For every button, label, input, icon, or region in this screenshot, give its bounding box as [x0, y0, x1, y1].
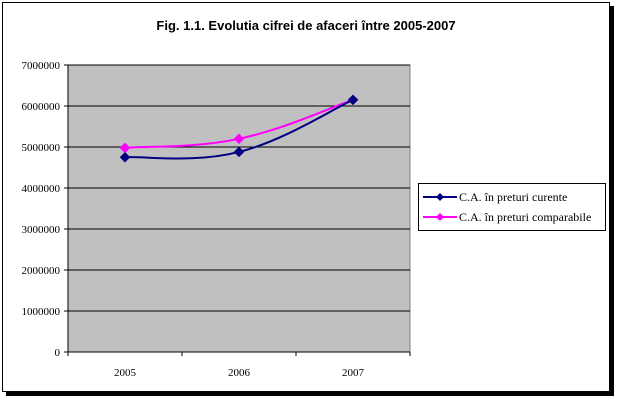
x-tick-label: 2007	[342, 367, 365, 379]
y-tick-label: 0	[55, 347, 61, 359]
series-1-point	[119, 151, 131, 163]
chart-legend: C.A. în preturi curente C.A. în preturi …	[418, 183, 606, 231]
legend-label-series-2: C.A. în preturi comparabile	[459, 210, 592, 224]
y-tick-label: 4000000	[22, 183, 61, 195]
y-tick-label: 3000000	[22, 224, 61, 236]
legend-item-series-1: C.A. în preturi curente	[419, 188, 605, 206]
y-tick-label: 7000000	[22, 60, 61, 72]
legend-marker-series-2	[423, 213, 457, 221]
plot-area	[67, 64, 411, 353]
series-2-point	[233, 133, 245, 145]
y-tick-label: 1000000	[22, 306, 61, 318]
x-tick-label: 2005	[114, 367, 137, 379]
legend-item-series-2: C.A. în preturi comparabile	[419, 208, 605, 226]
y-tick-label: 2000000	[22, 265, 61, 277]
x-tick-label: 2006	[228, 367, 251, 379]
chart-title: Fig. 1.1. Evolutia cifrei de afaceri înt…	[156, 18, 456, 33]
y-tick-label: 5000000	[22, 142, 61, 154]
series-1-point	[233, 146, 245, 158]
y-tick-label: 6000000	[22, 101, 61, 113]
legend-label-series-1: C.A. în preturi curente	[459, 190, 568, 204]
legend-marker-series-1	[423, 193, 457, 201]
series-1-point	[347, 94, 359, 106]
